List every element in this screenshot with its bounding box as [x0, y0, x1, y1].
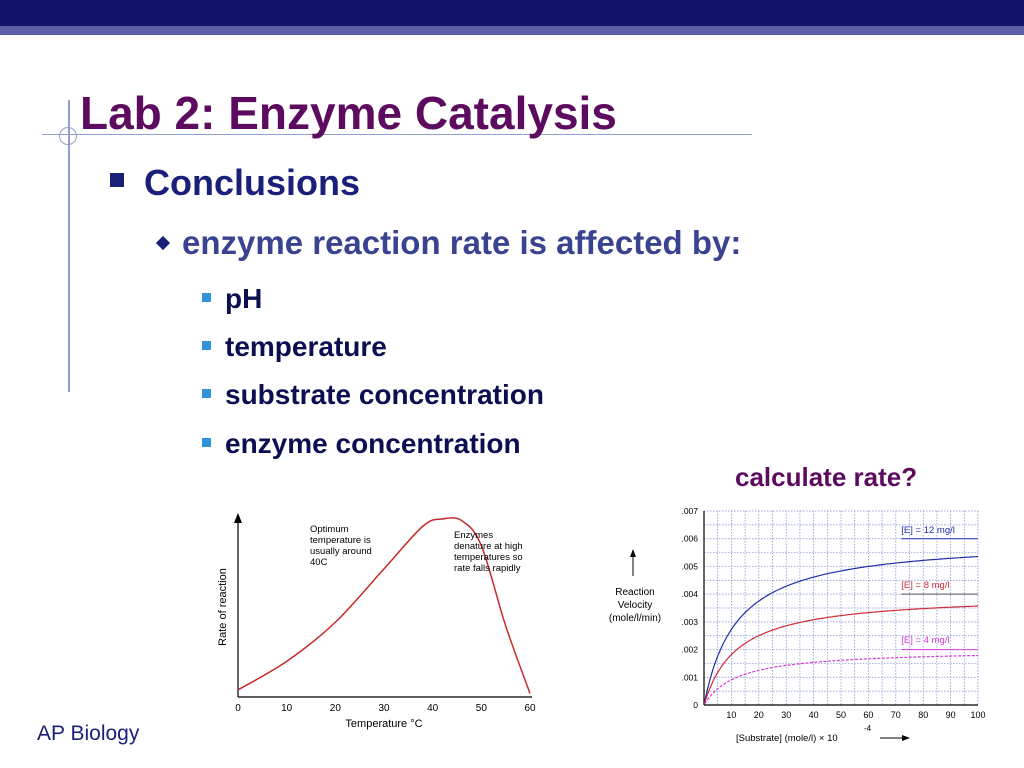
x-tick-label: 60 — [524, 703, 536, 714]
x-tick-label: 30 — [781, 710, 791, 720]
x-tick-label: 0 — [235, 703, 241, 714]
calculate-rate-label: calculate rate? — [735, 462, 918, 492]
x-tick-label: 20 — [754, 710, 764, 720]
bullet-text: Conclusions — [144, 162, 361, 203]
annotation-line: temperatures so — [454, 552, 523, 563]
y-tick-label: .004 — [681, 589, 698, 599]
square-bullet-icon — [110, 173, 124, 187]
annotation-line: temperature is — [310, 535, 371, 546]
x-axis-label-exponent: -4 — [864, 724, 872, 733]
small-square-bullet-icon — [202, 341, 211, 350]
annotation-line: rate falls rapidly — [454, 563, 521, 574]
slide-title: Lab 2: Enzyme Catalysis — [80, 87, 617, 139]
annotation-line: denature at high — [454, 541, 523, 552]
x-tick-label: 10 — [726, 710, 736, 720]
arrow-up-icon — [630, 549, 636, 557]
x-tick-label: 80 — [918, 710, 928, 720]
y-tick-label: .007 — [681, 506, 698, 516]
decor-circle — [59, 127, 77, 145]
y-tick-label: .006 — [681, 534, 698, 544]
y-axis-label-line: (mole/l/min) — [609, 613, 661, 624]
y-axis-label-line: Reaction — [615, 587, 654, 598]
y-tick-label: 0 — [693, 700, 698, 710]
annotation-line: 40C — [310, 557, 328, 568]
bullet-item: temperature — [202, 331, 387, 363]
series-label: [E] = 12 mg/l — [901, 525, 955, 536]
bullet-rate-affected: enzyme reaction rate is affected by: — [155, 224, 742, 262]
y-axis-label-line: Velocity — [618, 600, 652, 611]
x-tick-label: 50 — [476, 703, 488, 714]
y-tick-label: .005 — [681, 561, 698, 571]
footer-label: AP Biology — [37, 722, 140, 745]
x-tick-label: 10 — [281, 703, 293, 714]
y-tick-label: .003 — [681, 617, 698, 627]
top-banner-stripe — [0, 26, 1024, 35]
rate-curve — [237, 517, 531, 694]
bullet-item-text: temperature — [225, 331, 387, 362]
x-tick-label: 50 — [836, 710, 846, 720]
x-tick-label: 40 — [427, 703, 439, 714]
x-tick-label: 20 — [330, 703, 342, 714]
small-square-bullet-icon — [202, 438, 211, 447]
arrow-right-icon — [902, 735, 910, 741]
temperature-rate-chart: 0 10 20 30 40 50 60 Rate of reaction Temperature… — [217, 513, 536, 730]
decor-horizontal-line — [42, 134, 752, 135]
decor-vertical-line — [68, 100, 70, 392]
y-axis-label: Rate of reaction — [217, 568, 229, 646]
x-tick-label: 100 — [970, 710, 985, 720]
small-square-bullet-icon — [202, 389, 211, 398]
bullet-item-text: pH — [225, 283, 263, 314]
x-tick-label: 30 — [378, 703, 390, 714]
series-label: [E] = 8 mg/l — [901, 580, 949, 591]
diamond-bullet-icon — [155, 235, 171, 251]
top-banner — [0, 0, 1024, 26]
velocity-curve — [704, 654, 979, 704]
series-label: [E] = 4 mg/l — [901, 635, 949, 646]
bullet-conclusions: Conclusions — [110, 162, 360, 204]
annotation-line: Optimum — [310, 524, 349, 535]
velocity-curve — [704, 555, 979, 702]
x-axis-label: Temperature °C — [345, 718, 422, 730]
velocity-curve — [704, 605, 979, 703]
bullet-item-text: substrate concentration — [225, 379, 544, 410]
x-tick-label: 90 — [946, 710, 956, 720]
x-axis-label: [Substrate] (mole/l) × 10 — [736, 733, 838, 744]
bullet-item-text: enzyme concentration — [225, 428, 521, 459]
substrate-velocity-chart: .007 .006 .005 .004 .003 .002 .001 0 10 20 30 40 50 6… — [609, 506, 986, 744]
bullet-item: pH — [202, 283, 262, 315]
small-square-bullet-icon — [202, 293, 211, 302]
x-tick-label: 40 — [809, 710, 819, 720]
y-tick-label: .002 — [681, 645, 698, 655]
y-axis-arrow-icon — [234, 513, 242, 523]
annotation-line: usually around — [310, 546, 372, 557]
y-tick-label: .001 — [681, 672, 698, 682]
x-tick-label: 70 — [891, 710, 901, 720]
bullet-text: enzyme reaction rate is affected by: — [182, 224, 742, 261]
bullet-item: substrate concentration — [202, 379, 544, 411]
bullet-item: enzyme concentration — [202, 428, 521, 460]
x-tick-label: 60 — [863, 710, 873, 720]
annotation-line: Enzymes — [454, 530, 493, 541]
